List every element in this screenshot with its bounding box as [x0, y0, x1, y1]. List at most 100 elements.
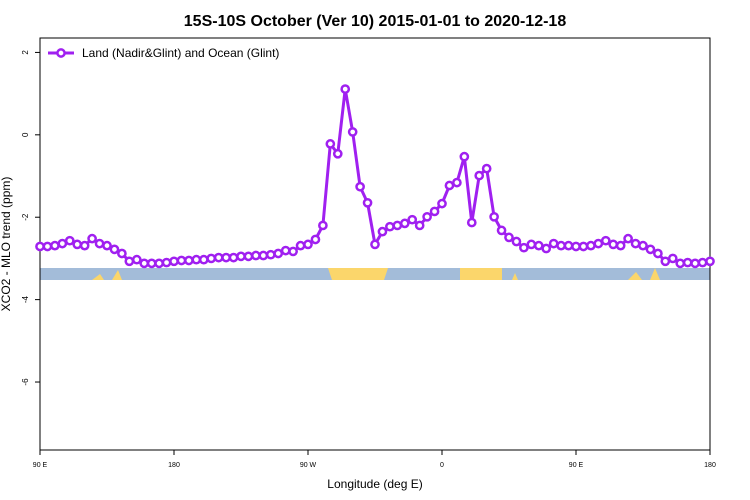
data-point	[191, 254, 202, 265]
legend-marker	[56, 48, 66, 58]
data-point	[288, 246, 298, 257]
data-point	[94, 238, 105, 249]
data-point	[377, 226, 388, 237]
data-point	[310, 234, 321, 245]
data-point	[563, 240, 574, 251]
data-point	[705, 256, 715, 267]
data-point	[131, 254, 142, 265]
data-point	[198, 254, 209, 265]
data-point	[630, 238, 641, 249]
data-point	[124, 256, 135, 267]
data-point	[221, 252, 231, 263]
data-point	[452, 177, 462, 188]
data-point	[265, 249, 276, 260]
data-point	[571, 241, 581, 252]
data-point	[243, 251, 254, 262]
data-point	[414, 220, 425, 231]
data-point	[146, 258, 157, 269]
data-point	[347, 127, 358, 137]
data-point	[295, 240, 306, 251]
data-point	[139, 258, 150, 269]
data-point	[489, 211, 499, 222]
data-point	[236, 251, 246, 262]
data-point	[184, 255, 194, 266]
data-point	[437, 198, 447, 209]
data-point	[526, 239, 537, 250]
data-point	[325, 139, 336, 149]
data-point	[496, 225, 507, 236]
data-point	[102, 240, 112, 251]
data-line	[40, 88, 711, 265]
data-point	[109, 244, 120, 255]
data-point	[370, 239, 380, 250]
data-point	[169, 256, 179, 267]
y-tick-label: -4	[21, 296, 30, 304]
data-point	[548, 238, 559, 249]
y-axis-label: XCO2 - MLO trend (ppm)	[0, 177, 13, 312]
data-point	[72, 239, 83, 250]
data-point	[623, 233, 633, 244]
data-point	[50, 240, 60, 251]
data-point	[206, 253, 217, 264]
data-point	[600, 235, 611, 246]
x-tick-label: 180	[168, 462, 180, 469]
x-tick-label: 90 E	[33, 462, 48, 469]
data-point	[392, 220, 403, 231]
data-point	[504, 232, 514, 243]
x-axis-label: Longitude (deg E)	[327, 477, 422, 491]
data-point	[593, 238, 604, 249]
data-point	[340, 84, 351, 94]
data-point	[303, 239, 313, 250]
data-point	[228, 252, 239, 263]
x-tick-label: 90 E	[569, 462, 584, 469]
data-point	[251, 250, 261, 261]
data-point	[422, 211, 432, 222]
data-point	[667, 253, 678, 264]
data-point	[429, 206, 440, 217]
data-point	[608, 239, 619, 250]
data-point	[64, 235, 75, 246]
data-point	[79, 240, 90, 251]
x-tick-label: 90 W	[300, 462, 317, 469]
data-point	[675, 258, 686, 269]
data-point	[519, 242, 529, 253]
x-tick-label: 180	[704, 462, 716, 469]
legend-label: Land (Nadir&Glint) and Ocean (Glint)	[82, 46, 279, 60]
chart-title: 15S-10S October (Ver 10) 2015-01-01 to 2…	[184, 13, 567, 30]
data-point	[213, 252, 224, 263]
data-point	[280, 245, 291, 256]
data-point	[578, 241, 589, 252]
data-point	[653, 248, 663, 259]
data-point	[258, 250, 269, 261]
data-point	[638, 240, 648, 251]
data-point	[690, 258, 700, 269]
y-tick-label: -6	[21, 378, 30, 386]
data-point	[466, 217, 477, 228]
data-point	[615, 240, 626, 251]
data-point	[533, 240, 544, 251]
data-point	[273, 248, 284, 259]
data-point	[399, 218, 410, 229]
data-point	[362, 197, 373, 208]
data-point	[57, 238, 68, 249]
land-ocean-strip	[40, 268, 710, 280]
data-point	[176, 255, 187, 266]
data-point	[35, 241, 45, 252]
data-point	[161, 257, 172, 268]
data-point	[682, 257, 693, 268]
data-point	[586, 240, 596, 251]
data-point	[154, 258, 164, 269]
data-point	[556, 240, 566, 251]
data-point	[407, 214, 418, 225]
data-point	[660, 256, 671, 267]
y-tick-label: 2	[21, 50, 30, 55]
data-point	[117, 248, 127, 259]
y-tick-label: -2	[21, 213, 30, 221]
data-point	[332, 148, 343, 159]
data-point	[42, 241, 53, 252]
data-point	[318, 220, 328, 231]
data-point	[645, 244, 656, 255]
x-tick-label: 0	[440, 462, 444, 469]
data-point	[385, 221, 395, 232]
